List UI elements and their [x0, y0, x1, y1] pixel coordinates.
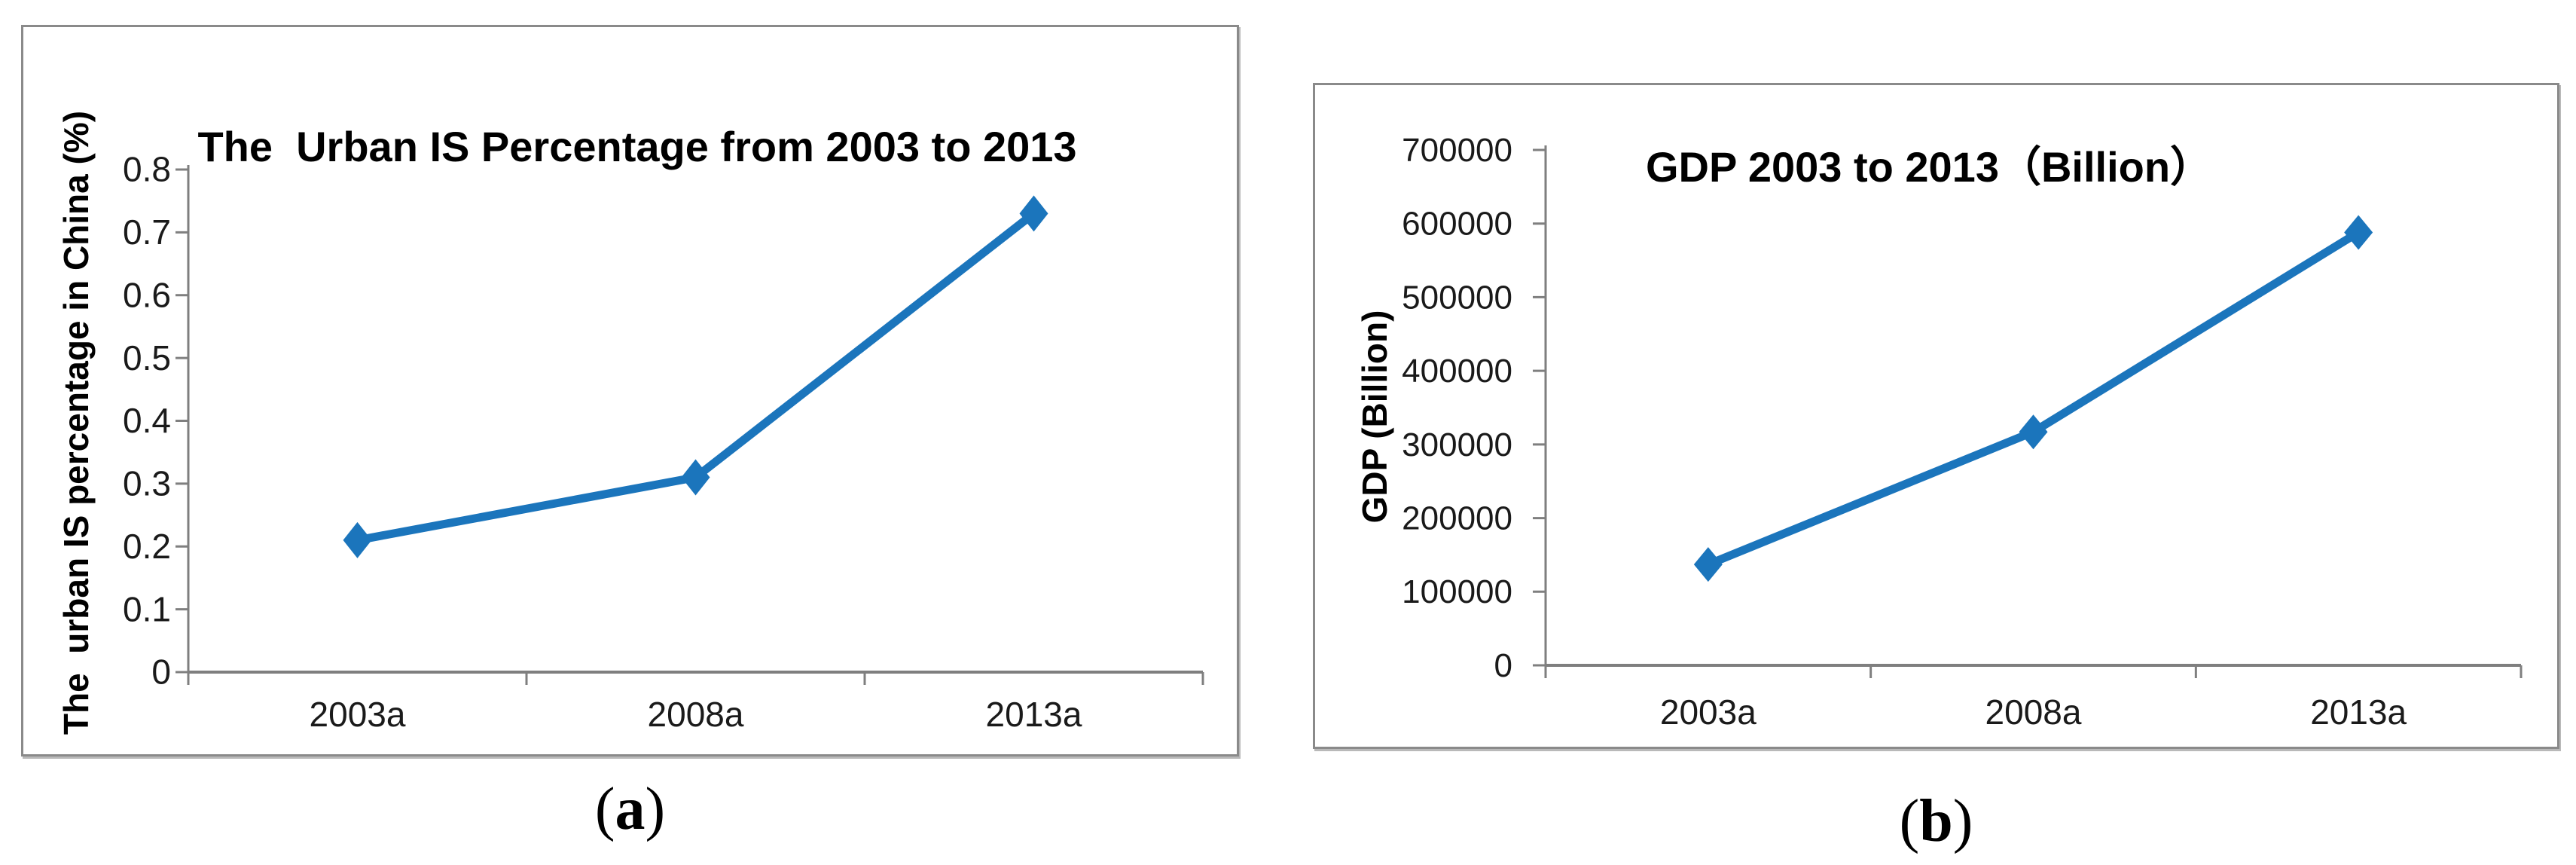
- caption-a-open-paren: (: [594, 776, 615, 842]
- y-tick-label: 0.7: [123, 212, 171, 252]
- data-point-marker: [2019, 414, 2048, 450]
- y-tick-label: 500000: [1402, 279, 1512, 316]
- caption-a-letter: a: [615, 776, 646, 842]
- gdp-line-chart: 0 100000 200000 300000 400000 500000 600000 700…: [1355, 132, 2523, 732]
- x-category-label: 2003a: [1660, 692, 1757, 732]
- caption-b-open-paren: (: [1899, 788, 1920, 854]
- y-tick-label: 300000: [1402, 426, 1512, 463]
- y-tick-label: 0.3: [123, 464, 171, 503]
- panel-b-caption: (b): [1313, 788, 2559, 854]
- panel-a-caption: (a): [21, 776, 1239, 842]
- y-tick-label: 400000: [1402, 353, 1512, 390]
- data-point-marker: [1019, 195, 1048, 232]
- chart-title: The Urban IS Percentage from 2003 to 201…: [197, 123, 1076, 170]
- y-axis-title: The urban IS percentage in China (%): [56, 111, 96, 735]
- x-category-label: 2013a: [986, 695, 1082, 734]
- y-tick-label: 600000: [1402, 206, 1512, 243]
- y-tick-label: 0: [1494, 647, 1512, 684]
- y-tick-label: 0.1: [123, 589, 171, 628]
- chart-panel-b: 0 100000 200000 300000 400000 500000 600000 700…: [1313, 83, 2559, 749]
- y-tick-label: 0.8: [123, 150, 171, 189]
- y-tick-label: 0.2: [123, 527, 171, 566]
- y-tick-label: 0.5: [123, 338, 171, 377]
- y-tick-label: 0.6: [123, 275, 171, 314]
- x-category-label: 2008a: [648, 695, 744, 734]
- data-point-marker: [1693, 547, 1723, 582]
- data-point-marker: [2344, 215, 2373, 250]
- y-tick-label: 100000: [1402, 573, 1512, 610]
- caption-a-close-paren: ): [645, 776, 666, 842]
- x-category-label: 2008a: [1985, 692, 2082, 732]
- chart-title: GDP 2003 to 2013（Billion）: [1646, 143, 2212, 191]
- data-point-marker: [343, 521, 372, 558]
- y-tick-label: 0.4: [123, 401, 171, 440]
- y-tick-label: 200000: [1402, 500, 1512, 537]
- y-tick-label: 0: [151, 653, 171, 692]
- x-category-label: 2003a: [310, 695, 406, 734]
- x-category-label: 2013a: [2310, 692, 2407, 732]
- y-axis-title: GDP (Billion): [1355, 310, 1394, 524]
- caption-b-letter: b: [1919, 788, 1953, 854]
- caption-b-close-paren: ): [1952, 788, 1973, 854]
- data-point-marker: [681, 459, 710, 496]
- urban-is-line-chart: 0 0.1 0.2 0.3 0.4 0.5 0.6 0.7 0.8 2003a 2008a 2013a…: [56, 111, 1204, 735]
- series-line: [1706, 228, 2361, 569]
- y-tick-label: 700000: [1402, 132, 1512, 169]
- chart-panel-a: 0 0.1 0.2 0.3 0.4 0.5 0.6 0.7 0.8 2003a 2008a 2013a…: [21, 25, 1239, 756]
